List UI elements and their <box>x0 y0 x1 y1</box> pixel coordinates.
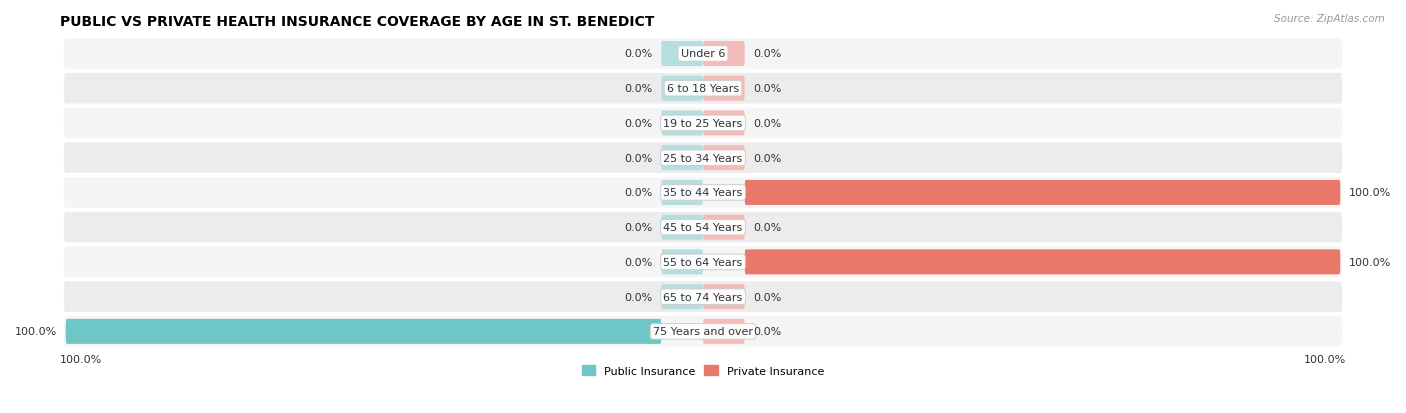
FancyBboxPatch shape <box>703 285 745 309</box>
Text: 0.0%: 0.0% <box>624 153 652 163</box>
Text: 100.0%: 100.0% <box>14 327 56 337</box>
FancyBboxPatch shape <box>661 42 703 67</box>
Text: PUBLIC VS PRIVATE HEALTH INSURANCE COVERAGE BY AGE IN ST. BENEDICT: PUBLIC VS PRIVATE HEALTH INSURANCE COVER… <box>60 15 654 29</box>
FancyBboxPatch shape <box>63 177 1343 209</box>
FancyBboxPatch shape <box>703 111 745 136</box>
Text: 55 to 64 Years: 55 to 64 Years <box>664 257 742 267</box>
Text: 25 to 34 Years: 25 to 34 Years <box>664 153 742 163</box>
FancyBboxPatch shape <box>661 111 703 136</box>
Text: 100.0%: 100.0% <box>1303 354 1346 364</box>
Text: 45 to 54 Years: 45 to 54 Years <box>664 223 742 233</box>
Text: 0.0%: 0.0% <box>754 50 782 59</box>
FancyBboxPatch shape <box>661 215 703 240</box>
FancyBboxPatch shape <box>661 180 703 205</box>
Text: Under 6: Under 6 <box>681 50 725 59</box>
Text: 0.0%: 0.0% <box>754 327 782 337</box>
Text: 0.0%: 0.0% <box>624 223 652 233</box>
FancyBboxPatch shape <box>63 246 1343 278</box>
FancyBboxPatch shape <box>745 250 1340 275</box>
Text: 100.0%: 100.0% <box>1350 257 1392 267</box>
Text: 35 to 44 Years: 35 to 44 Years <box>664 188 742 198</box>
Text: 0.0%: 0.0% <box>754 153 782 163</box>
Text: 0.0%: 0.0% <box>624 50 652 59</box>
Text: 0.0%: 0.0% <box>624 292 652 302</box>
Text: 19 to 25 Years: 19 to 25 Years <box>664 119 742 128</box>
FancyBboxPatch shape <box>661 146 703 171</box>
Text: Source: ZipAtlas.com: Source: ZipAtlas.com <box>1274 14 1385 24</box>
FancyBboxPatch shape <box>661 285 703 309</box>
Text: 0.0%: 0.0% <box>624 188 652 198</box>
Text: 65 to 74 Years: 65 to 74 Years <box>664 292 742 302</box>
Text: 75 Years and over: 75 Years and over <box>652 327 754 337</box>
Text: 100.0%: 100.0% <box>1350 188 1392 198</box>
Legend: Public Insurance, Private Insurance: Public Insurance, Private Insurance <box>578 361 828 381</box>
Text: 6 to 18 Years: 6 to 18 Years <box>666 84 740 94</box>
FancyBboxPatch shape <box>703 215 745 240</box>
FancyBboxPatch shape <box>63 280 1343 313</box>
FancyBboxPatch shape <box>703 319 745 344</box>
FancyBboxPatch shape <box>661 76 703 102</box>
Text: 0.0%: 0.0% <box>624 257 652 267</box>
Text: 0.0%: 0.0% <box>754 84 782 94</box>
FancyBboxPatch shape <box>63 142 1343 175</box>
Text: 0.0%: 0.0% <box>624 84 652 94</box>
FancyBboxPatch shape <box>63 73 1343 105</box>
FancyBboxPatch shape <box>703 146 745 171</box>
FancyBboxPatch shape <box>63 38 1343 71</box>
FancyBboxPatch shape <box>63 211 1343 244</box>
FancyBboxPatch shape <box>661 250 703 275</box>
Text: 0.0%: 0.0% <box>754 223 782 233</box>
FancyBboxPatch shape <box>63 107 1343 140</box>
Text: 0.0%: 0.0% <box>754 119 782 128</box>
Text: 0.0%: 0.0% <box>624 119 652 128</box>
FancyBboxPatch shape <box>63 315 1343 348</box>
FancyBboxPatch shape <box>745 180 1340 205</box>
FancyBboxPatch shape <box>66 319 661 344</box>
Text: 0.0%: 0.0% <box>754 292 782 302</box>
Text: 100.0%: 100.0% <box>60 354 103 364</box>
FancyBboxPatch shape <box>703 76 745 102</box>
FancyBboxPatch shape <box>703 42 745 67</box>
